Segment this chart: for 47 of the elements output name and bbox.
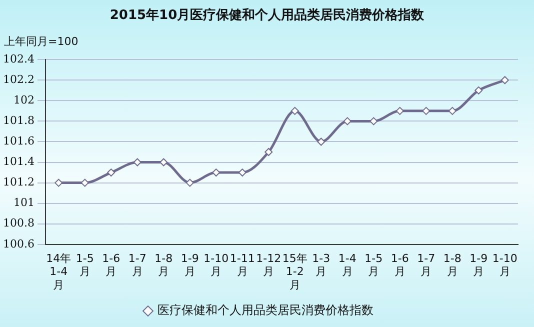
point [500,76,509,84]
y-tick-label: 101.6 [2,134,34,148]
x-tick-label: 1-8月 [443,252,462,278]
point [160,158,168,166]
chart-title: 2015年10月医疗保健和个人用品类居民消费价格指数 [108,6,426,24]
y-tick-label: 100.6 [2,237,34,250]
x-tick-label: 1-6月 [390,252,409,278]
point [264,148,273,156]
x-tick-label: 1-3月 [312,252,330,278]
y-tick-label: 101 [13,196,34,210]
x-tick-label: 1-4月 [338,252,356,278]
x-tick-label: 1-9月 [470,252,488,278]
point [396,106,404,115]
y-tick-label: 101.4 [2,155,34,168]
point [317,138,326,146]
x-tick-label: 1-10月 [204,252,229,278]
x-tick-label: 1-8月 [154,252,173,278]
x-tick-label: 1-6月 [102,252,120,278]
y-tick-label: 100.8 [2,216,34,230]
point [186,178,194,187]
x-tick-label: 1-7月 [128,252,146,278]
x-tick-label: 1-10月 [492,252,518,278]
x-tick-label: 14年1-4月 [46,252,72,292]
x-tick-label: 1-5月 [76,252,94,278]
y-axis-title: 上年同月=100 [4,34,78,49]
x-tick-label: 15年1-2月 [282,252,308,292]
point [107,168,116,177]
point [343,117,352,126]
y-tick-label: 102 [13,94,34,107]
y-tick-label: 102.4 [2,52,34,66]
point [474,86,483,94]
y-tick-label: 101.2 [2,176,34,189]
x-tick-label: 1-12月 [256,252,282,278]
point [133,158,142,166]
x-tick-label: 1-5月 [364,252,383,278]
point [448,106,456,115]
point [212,168,220,177]
x-tick-label: 1-7月 [417,252,436,278]
x-tick-label: 1-11月 [230,252,255,278]
y-tick-label: 101.8 [2,114,34,128]
point [422,106,430,115]
point [370,117,378,126]
x-tick-label: 1-9月 [180,252,199,278]
point [290,106,299,115]
y-tick-label: 102.2 [2,72,34,86]
point [238,168,246,177]
legend-label: 医疗保健和个人用品类居民消费价格指数 [158,303,374,318]
